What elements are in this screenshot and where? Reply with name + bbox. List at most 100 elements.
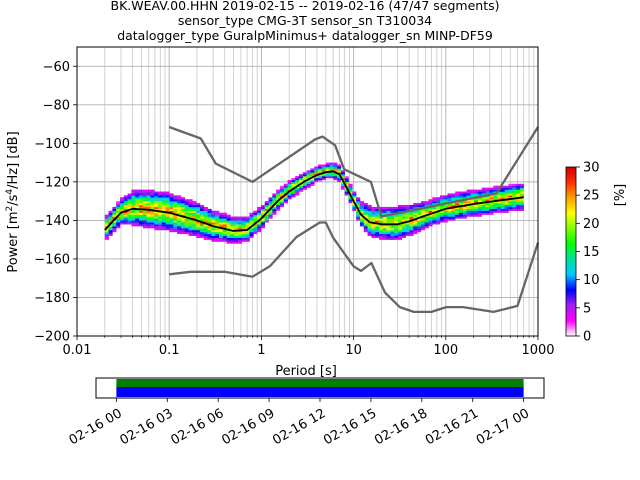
histogram-cell: [295, 193, 300, 196]
histogram-cell: [451, 197, 456, 200]
histogram-cell: [390, 206, 395, 210]
histogram-cell: [428, 222, 433, 225]
histogram-cell: [226, 237, 231, 240]
histogram-cell: [173, 206, 178, 210]
histogram-cell: [264, 203, 269, 206]
histogram-cell: [299, 189, 304, 192]
histogram-cell: [375, 210, 380, 213]
histogram-cell: [497, 208, 502, 211]
histogram-cell: [272, 206, 277, 210]
histogram-cell: [401, 228, 406, 231]
histogram-cell: [302, 183, 307, 186]
histogram-cell: [398, 206, 403, 210]
histogram-cell: [428, 201, 433, 204]
histogram-cell: [192, 220, 197, 223]
histogram-cell: [139, 212, 144, 215]
histogram-cell: [417, 212, 422, 215]
histogram-cell: [504, 201, 509, 204]
histogram-cell: [318, 178, 323, 181]
histogram-cell: [470, 208, 475, 211]
histogram-cell: [253, 214, 258, 217]
histogram-cell: [268, 201, 273, 204]
title-line-1: BK.WEAV.00.HHN 2019-02-15 -- 2019-02-16 …: [111, 0, 500, 13]
histogram-cell: [192, 228, 197, 231]
histogram-cell: [154, 216, 159, 219]
histogram-cell: [215, 216, 220, 219]
histogram-cell: [291, 195, 296, 198]
histogram-cell: [123, 216, 128, 219]
histogram-cell: [390, 226, 395, 229]
histogram-cell: [165, 208, 170, 211]
histogram-cell: [188, 231, 193, 235]
histogram-cell: [337, 178, 342, 181]
histogram-cell: [257, 230, 262, 233]
histogram-cell: [131, 224, 136, 227]
histogram-cell: [257, 216, 262, 219]
timeline-coverage-top: [116, 379, 524, 387]
histogram-cell: [348, 197, 353, 200]
histogram-cell: [127, 206, 132, 210]
histogram-cell: [394, 226, 399, 229]
histogram-cell: [417, 230, 422, 233]
histogram-cell: [325, 166, 330, 169]
histogram-cell: [108, 216, 113, 219]
histogram-cell: [424, 201, 429, 204]
histogram-cell: [291, 185, 296, 188]
histogram-cell: [184, 228, 189, 231]
histogram-cell: [139, 201, 144, 204]
histogram-cell: [123, 206, 128, 210]
histogram-cell: [245, 231, 250, 235]
histogram-cell: [173, 210, 178, 213]
histogram-cell: [500, 185, 505, 188]
histogram-cell: [478, 208, 483, 211]
histogram-cell: [367, 224, 372, 227]
histogram-cell: [219, 233, 224, 237]
histogram-cell: [394, 220, 399, 223]
histogram-cell: [512, 193, 517, 196]
histogram-cell: [398, 230, 403, 233]
histogram-cell: [466, 189, 471, 192]
histogram-cell: [142, 193, 147, 196]
histogram-cell: [314, 168, 319, 171]
histogram-cell: [420, 216, 425, 219]
histogram-cell: [378, 235, 384, 238]
histogram-cell: [451, 218, 456, 221]
histogram-cell: [230, 241, 235, 244]
histogram-cell: [150, 218, 155, 221]
histogram-cell: [310, 170, 315, 173]
histogram-cell: [127, 222, 132, 225]
histogram-cell: [116, 224, 121, 227]
histogram-cell: [283, 191, 288, 194]
histogram-cell: [177, 199, 182, 202]
histogram-cell: [318, 164, 323, 167]
histogram-cell: [104, 216, 109, 219]
histogram-cell: [344, 183, 349, 186]
histogram-cell: [279, 204, 285, 208]
histogram-cell: [481, 191, 486, 194]
histogram-cell: [405, 231, 410, 235]
histogram-cell: [135, 197, 140, 200]
histogram-cell: [119, 197, 125, 200]
histogram-cell: [165, 212, 170, 215]
histogram-cell: [428, 203, 433, 206]
histogram-cell: [321, 168, 326, 171]
histogram-cell: [139, 206, 144, 210]
histogram-cell: [344, 179, 349, 183]
histogram-cell: [279, 185, 285, 188]
histogram-cell: [226, 226, 231, 229]
histogram-cell: [188, 208, 193, 211]
histogram-cell: [375, 206, 380, 210]
histogram-cell: [108, 220, 113, 223]
histogram-cell: [112, 206, 117, 210]
histogram-cell: [371, 216, 376, 219]
histogram-cell: [420, 204, 425, 208]
histogram-cell: [203, 220, 208, 223]
histogram-cell: [219, 231, 224, 235]
title-line-2: sensor_type CMG-3T sensor_sn T310034: [178, 13, 432, 28]
y-tick-label: −80: [43, 98, 70, 113]
histogram-cell: [359, 204, 365, 208]
histogram-cell: [131, 214, 136, 217]
histogram-cell: [382, 226, 387, 229]
histogram-cell: [142, 199, 147, 202]
histogram-cell: [135, 191, 140, 194]
